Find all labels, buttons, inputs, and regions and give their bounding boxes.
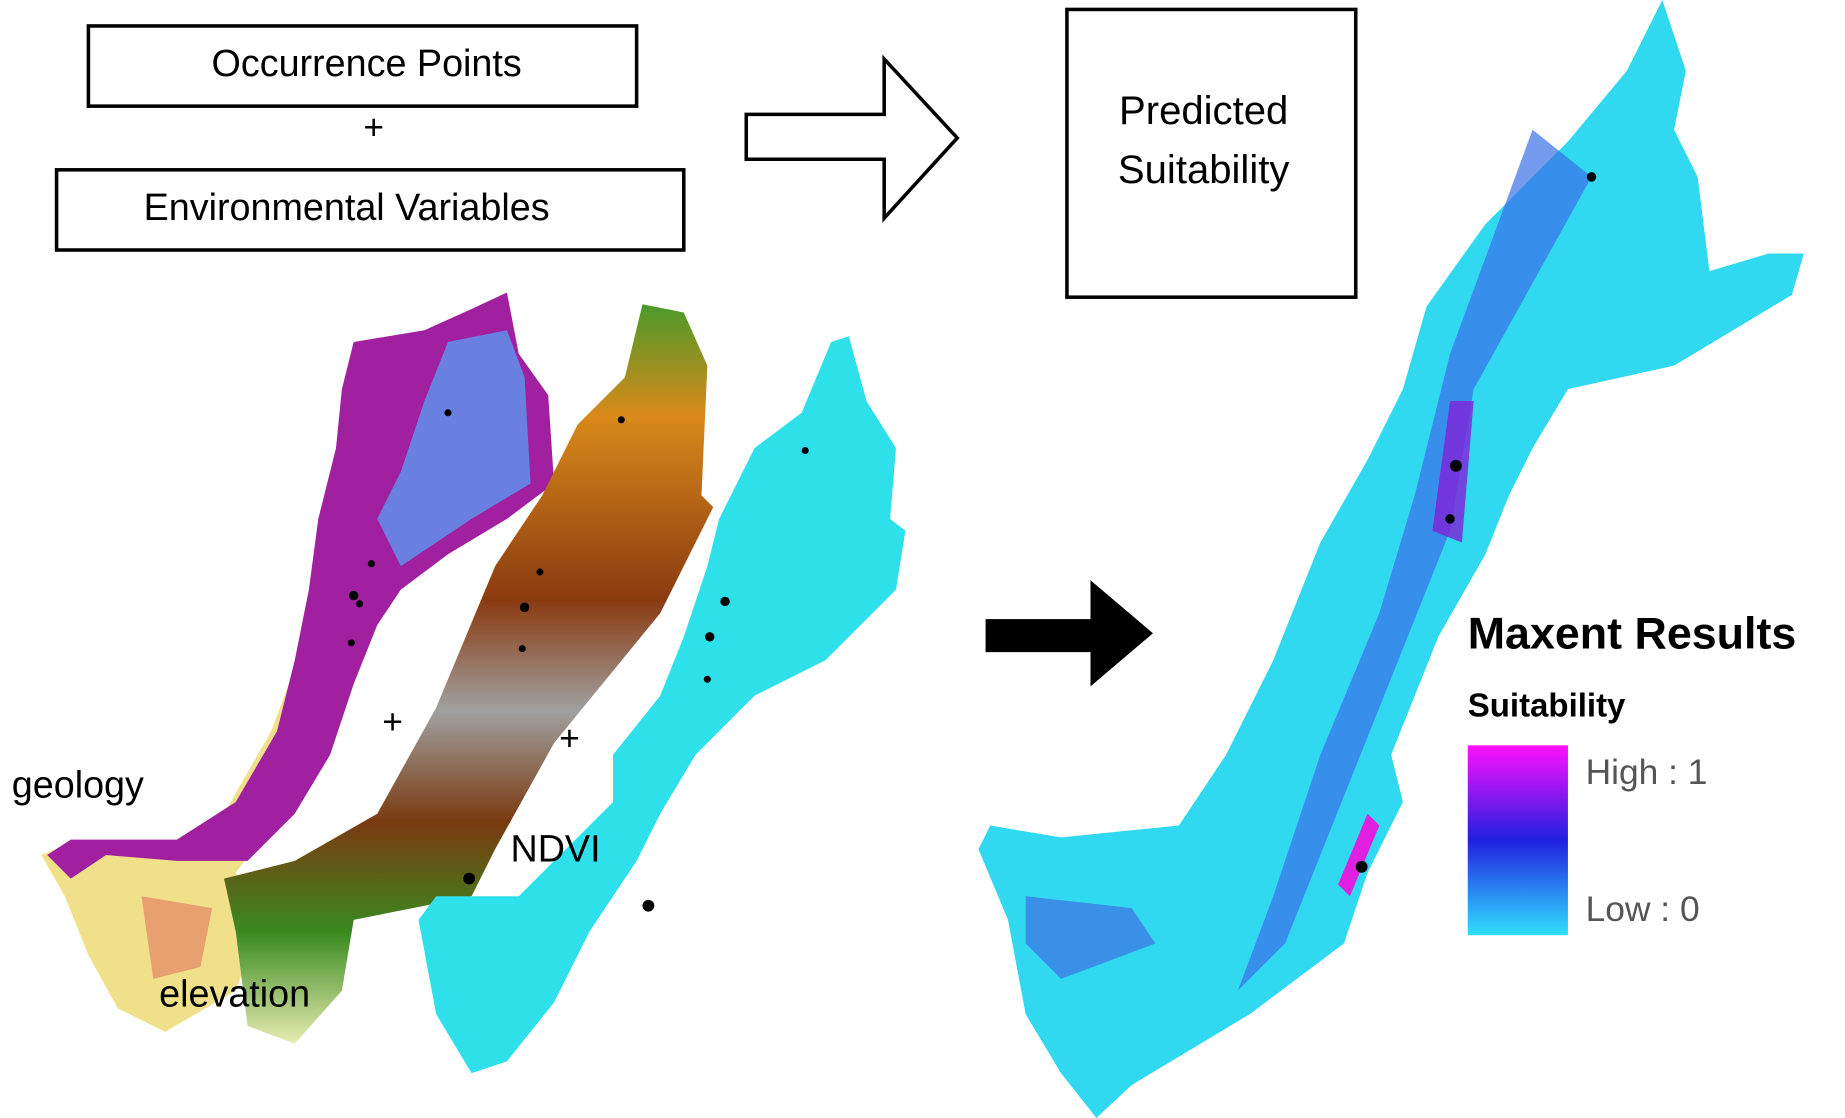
geology-map <box>41 292 555 1032</box>
occurrence-label: Occurrence Points <box>212 42 522 84</box>
plus: + <box>382 702 403 741</box>
elevation-label: elevation <box>159 972 310 1014</box>
legend-title: Maxent Results <box>1468 609 1797 659</box>
occurrence-dots <box>347 409 809 912</box>
legend-subtitle: Suitability <box>1468 686 1626 723</box>
plus: + <box>559 719 580 758</box>
environmental-label: Environmental Variables <box>144 186 550 228</box>
legend-gradient <box>1467 745 1568 936</box>
output-line1: Predicted <box>1119 89 1288 133</box>
output-line2: Suitability <box>1118 148 1290 192</box>
environmental-box <box>54 168 686 252</box>
plus: + <box>363 108 384 147</box>
ndvi-map <box>418 336 906 1074</box>
solid-arrow <box>985 580 1153 687</box>
ndvi-label: NDVI <box>510 827 600 869</box>
output-box <box>1065 7 1358 299</box>
occurrence-box <box>86 24 639 108</box>
elevation-map <box>223 304 714 1044</box>
legend-low: Low : 0 <box>1586 890 1700 929</box>
hollow-arrow <box>744 54 960 223</box>
legend-high: High : 1 <box>1586 753 1708 792</box>
result-map <box>978 0 1804 1118</box>
geology-label: geology <box>12 764 144 806</box>
